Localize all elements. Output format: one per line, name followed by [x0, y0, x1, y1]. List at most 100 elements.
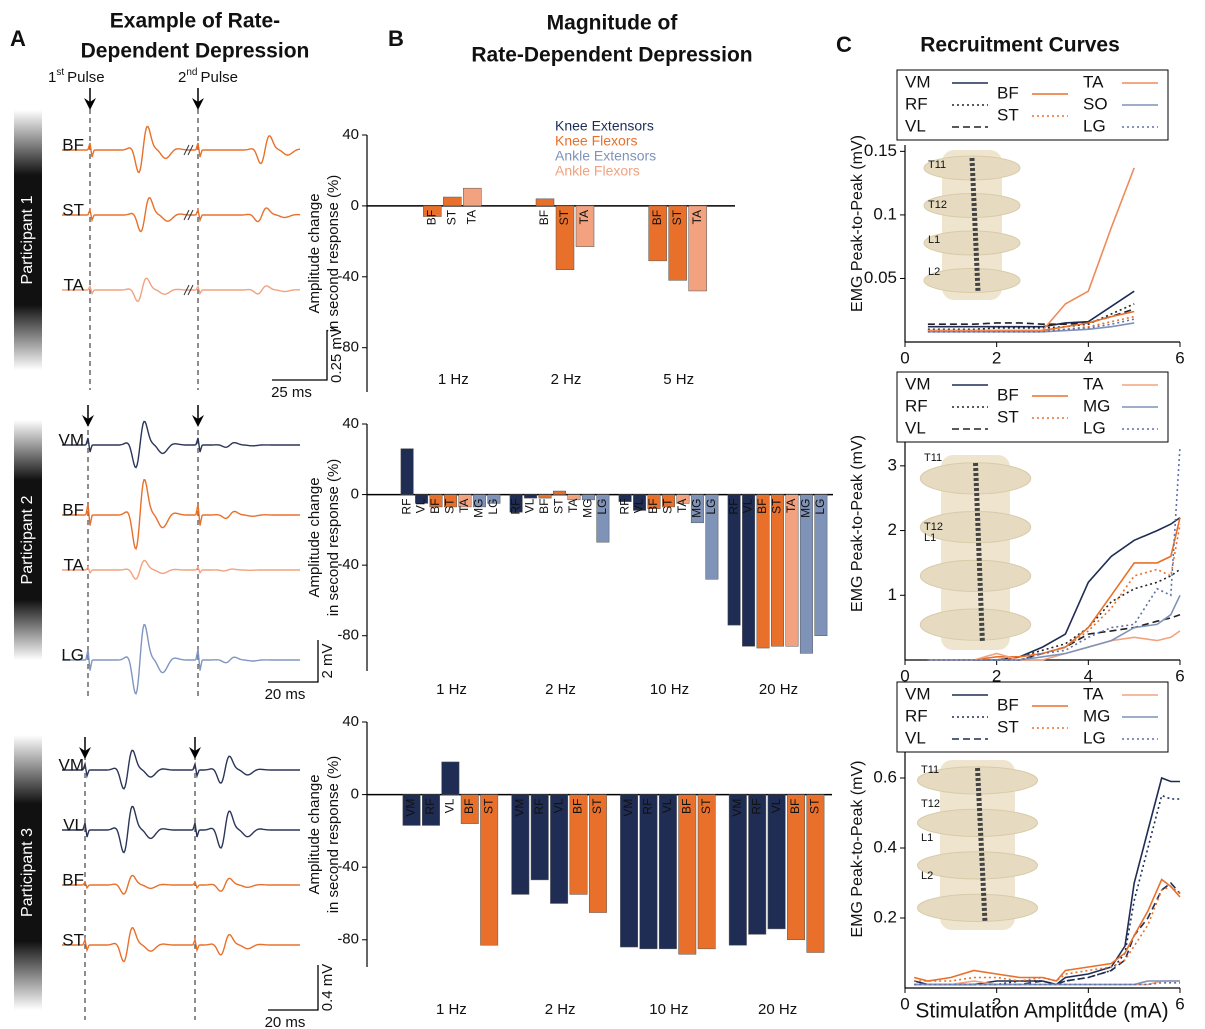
emg-trace	[62, 197, 300, 233]
inset-label: T11	[928, 159, 946, 171]
bar	[463, 187, 482, 207]
pulse-arrow-head	[192, 415, 204, 427]
bar	[705, 494, 719, 580]
inset-label: T12	[921, 798, 940, 810]
legend-label: VL	[905, 418, 926, 437]
pulse-title-part: 2	[178, 69, 186, 86]
pulse-arrow-head	[79, 747, 91, 759]
bar	[742, 494, 756, 647]
emg-trace	[62, 805, 300, 854]
inset-spine	[940, 760, 1015, 930]
series-line	[927, 308, 1135, 325]
bar-label: ST	[552, 498, 566, 514]
bar-label: VM	[404, 799, 418, 817]
bar-label: MG	[799, 499, 813, 518]
break-mark	[187, 144, 194, 156]
scale-label: 2 mV	[319, 643, 336, 678]
bar-label: LG	[813, 499, 827, 515]
inset-vertebra	[923, 230, 1021, 256]
bar	[662, 494, 675, 508]
y-axis-label: in second response (%)	[325, 459, 342, 617]
inset-electrode	[975, 767, 988, 923]
x-tick-label: 4	[1084, 348, 1093, 367]
bar	[569, 794, 588, 895]
panel-label: B	[388, 26, 404, 51]
bar-label: VL	[414, 498, 428, 513]
bar	[487, 494, 501, 504]
bar	[771, 494, 784, 647]
bar	[767, 794, 786, 930]
break-mark	[183, 144, 190, 156]
bar-label: RF	[399, 499, 413, 515]
bar	[441, 761, 460, 795]
bar	[538, 494, 552, 499]
pulse-arrow-head	[192, 98, 204, 110]
legend-label: Knee Flexors	[555, 133, 637, 149]
legend-label: VL	[905, 728, 926, 747]
bar	[785, 494, 799, 647]
scale-bar	[272, 330, 328, 381]
y-tick-label: 40	[342, 713, 359, 730]
emg-trace	[62, 749, 300, 790]
x-tick-label: 0	[900, 348, 909, 367]
pulse-title: 2nd Pulse	[178, 67, 238, 86]
bar	[553, 490, 566, 495]
bar-label: VM	[621, 799, 635, 817]
inset-label: L2	[921, 870, 933, 882]
emg-trace	[62, 479, 300, 551]
bar-label: ST	[481, 798, 495, 814]
bar	[480, 794, 499, 946]
bar	[806, 794, 825, 953]
x-tick-label: 0	[900, 666, 909, 685]
x-tick-label: 6	[1175, 348, 1184, 367]
bar-label: TA	[784, 499, 798, 513]
bar	[668, 205, 687, 281]
bar	[647, 494, 661, 509]
panel-title: Example of Rate-	[110, 10, 280, 33]
y-axis-label: in second response (%)	[325, 756, 342, 914]
bar	[458, 494, 472, 508]
muscle-label: BF	[62, 135, 84, 154]
bar	[472, 494, 486, 508]
bar-label: VL	[551, 798, 565, 813]
inset-label: L1	[924, 532, 936, 544]
inset-vertebra	[919, 511, 1032, 544]
bar-label: TA	[457, 499, 471, 513]
series-line	[914, 881, 1181, 986]
y-tick-label: -40	[337, 556, 359, 573]
bar	[524, 494, 538, 499]
scale-label: 25 ms	[271, 384, 312, 401]
bar-label: RF	[617, 499, 631, 515]
inset-label: T11	[921, 764, 939, 776]
bar	[648, 205, 667, 262]
bar	[620, 794, 639, 948]
bar-label: MG	[690, 499, 704, 518]
bar	[460, 794, 479, 824]
y-tick-label: -80	[337, 627, 359, 644]
legend-label: BF	[997, 385, 1019, 404]
emg-trace	[62, 125, 300, 174]
pulse-title-part: nd	[186, 67, 197, 78]
inset-electrode	[969, 157, 981, 293]
muscle-label: ST	[62, 200, 84, 219]
inset-label: L1	[928, 234, 940, 246]
bar-label: BF	[537, 499, 551, 514]
legend-label: RF	[905, 706, 928, 725]
bar-label: TA	[465, 210, 479, 224]
pulse-title: 1st Pulse	[48, 67, 105, 86]
pulse-title-part: st	[56, 67, 64, 78]
bar-label: ST	[557, 209, 571, 225]
bar	[688, 205, 707, 292]
group-label: 1 Hz	[436, 1001, 467, 1018]
pulse-arrow-head	[189, 747, 201, 759]
panel-label: C	[836, 32, 852, 57]
y-tick-label: -40	[337, 858, 359, 875]
legend-label: ST	[997, 407, 1019, 426]
bar	[511, 794, 530, 895]
x-tick-label: 4	[1084, 666, 1093, 685]
legend-label: TA	[1083, 374, 1104, 393]
series-line	[927, 290, 1135, 328]
bar-label: VL	[443, 798, 457, 813]
break-mark	[183, 209, 190, 221]
